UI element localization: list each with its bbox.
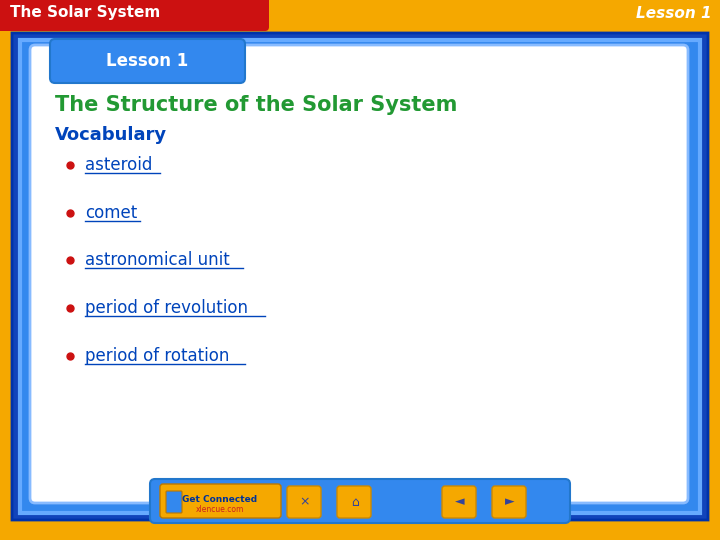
FancyBboxPatch shape [337, 486, 371, 518]
Text: xlencue.com: xlencue.com [196, 505, 244, 515]
Text: Get Connected: Get Connected [182, 495, 258, 503]
FancyBboxPatch shape [442, 486, 476, 518]
Text: Vocabulary: Vocabulary [55, 126, 167, 144]
FancyBboxPatch shape [166, 491, 182, 513]
Text: The Solar System: The Solar System [10, 5, 161, 21]
Text: Lesson 1: Lesson 1 [106, 52, 188, 70]
FancyBboxPatch shape [0, 0, 269, 31]
FancyBboxPatch shape [492, 486, 526, 518]
FancyBboxPatch shape [12, 33, 708, 520]
Text: astronomical unit: astronomical unit [85, 251, 230, 269]
FancyBboxPatch shape [160, 484, 281, 518]
Text: asteroid: asteroid [85, 156, 153, 174]
FancyBboxPatch shape [50, 39, 245, 83]
Text: ◄: ◄ [455, 496, 465, 509]
FancyBboxPatch shape [30, 45, 688, 503]
FancyBboxPatch shape [150, 479, 570, 523]
Text: comet: comet [85, 204, 138, 222]
Text: period of rotation: period of rotation [85, 347, 230, 365]
Text: The Structure of the Solar System: The Structure of the Solar System [55, 95, 457, 115]
FancyBboxPatch shape [287, 486, 321, 518]
FancyBboxPatch shape [20, 40, 700, 513]
Text: ×: × [300, 496, 310, 509]
Text: period of revolution: period of revolution [85, 299, 248, 317]
FancyBboxPatch shape [0, 0, 130, 27]
Text: Lesson 1: Lesson 1 [636, 5, 712, 21]
Text: ►: ► [505, 496, 515, 509]
Text: ⌂: ⌂ [351, 496, 359, 509]
